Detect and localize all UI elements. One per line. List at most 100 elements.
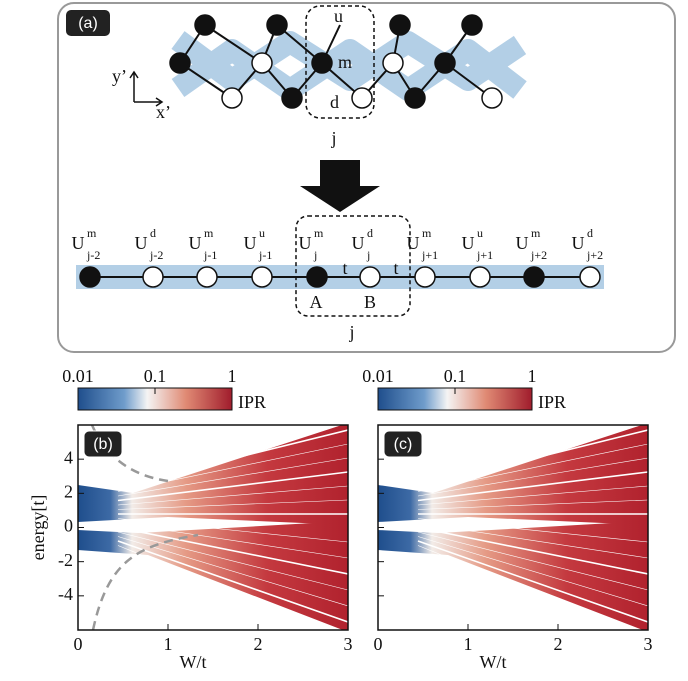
chain-site [523, 266, 545, 288]
site-sup: m [531, 226, 541, 240]
band [78, 425, 348, 525]
band-gap [117, 526, 348, 575]
band [378, 425, 648, 525]
chain-site [196, 266, 218, 288]
site-symbol: U [189, 233, 202, 253]
axes-arrows [129, 70, 164, 107]
site-sup: m [87, 226, 97, 240]
tag-box [383, 430, 423, 458]
hopping-label: t [342, 258, 347, 278]
band-gap [417, 531, 648, 591]
band-gap [417, 429, 648, 488]
site-sup: m [204, 226, 214, 240]
chain-site [414, 266, 436, 288]
band-gap [117, 443, 348, 492]
site-sub: j-1 [203, 248, 217, 262]
x-tick-label: 1 [164, 634, 173, 654]
site-symbol: U [516, 233, 529, 253]
site-symbol: U [72, 233, 85, 253]
tag-box [83, 430, 123, 458]
band-gap [417, 499, 648, 510]
site-label: d [330, 92, 339, 112]
chain-site [79, 266, 101, 288]
band-gap [117, 518, 348, 543]
band-gap [417, 540, 648, 623]
site-sup: m [422, 226, 432, 240]
colorbar-tick-label: 1 [228, 366, 237, 386]
x-tick-label: 2 [254, 634, 263, 654]
x-axis-label: W/t [180, 652, 207, 672]
site-symbol: U [244, 233, 257, 253]
x-tick-label: 0 [74, 634, 83, 654]
band-gap [117, 429, 348, 488]
site-sup: u [259, 226, 265, 240]
lattice-sites [169, 14, 503, 109]
sublattice-label: A [310, 292, 323, 312]
panel-label: (a) [78, 15, 98, 32]
chain-site [142, 266, 164, 288]
band [78, 521, 348, 630]
x-tick-label: 0 [374, 634, 383, 654]
arrow [300, 160, 380, 212]
site-sup: d [367, 226, 373, 240]
y-axis-label: energy[t] [28, 495, 48, 561]
spectrum [378, 425, 648, 630]
colorbar-tick-label: 0.1 [444, 366, 467, 386]
chain-site [251, 266, 273, 288]
site-symbol: U [407, 233, 420, 253]
y-tick-label: -4 [58, 584, 73, 604]
sublattice-label: B [364, 292, 376, 312]
colorbar-label: IPR [238, 392, 266, 412]
site-sub: j+2 [586, 248, 603, 262]
axis-label: x’ [156, 102, 171, 122]
band-gap [417, 443, 648, 492]
site-sub: j-2 [149, 248, 163, 262]
x-tick-label: 3 [344, 634, 353, 654]
colorbar-tick-label: 1 [528, 366, 537, 386]
guide-curve [90, 424, 169, 483]
colorbar-label: IPR [538, 392, 566, 412]
chain-site [579, 266, 601, 288]
axis-label: y’ [112, 66, 127, 86]
band-gap [117, 540, 348, 623]
unit-label: j [348, 322, 354, 342]
band-gap [117, 545, 329, 630]
site-sub: j+1 [476, 248, 493, 262]
site-symbol: U [462, 233, 475, 253]
cell-label: j [330, 128, 336, 148]
chain-site [306, 266, 328, 288]
y-tick-label: 2 [64, 481, 73, 501]
band-gap [117, 531, 348, 591]
site-symbol: U [352, 233, 365, 253]
colorbar-tick-label: 0.01 [62, 366, 94, 386]
site-sup: u [477, 226, 483, 240]
band-gap [417, 522, 648, 559]
site-symbol: U [572, 233, 585, 253]
band-gap [117, 522, 348, 559]
site-sub: j-1 [258, 248, 272, 262]
site-sup: d [587, 226, 593, 240]
panel-label: (b) [93, 436, 113, 453]
panel-label: (c) [394, 436, 413, 453]
colorbar-tick-label: 0.1 [144, 366, 167, 386]
guide-curve [91, 533, 199, 631]
site-sup: m [314, 226, 324, 240]
band-gap [417, 518, 648, 543]
band-gap [417, 471, 648, 502]
x-tick-label: 3 [644, 634, 653, 654]
spectrum [78, 425, 348, 630]
site-label: m [338, 52, 352, 72]
colorbar-tick-label: 0.01 [362, 366, 394, 386]
site-label: u [334, 6, 343, 26]
site-sup: d [150, 226, 156, 240]
unit-cell-box [295, 215, 411, 317]
band-gap [417, 526, 648, 575]
hopping-label: t [393, 258, 398, 278]
site-sub: j+2 [530, 248, 547, 262]
band-gap [117, 499, 348, 510]
band-gap [117, 536, 348, 607]
chain-site [469, 266, 491, 288]
band-gap [117, 457, 348, 497]
site-sub: j+1 [421, 248, 438, 262]
site-sub: j [313, 248, 317, 262]
